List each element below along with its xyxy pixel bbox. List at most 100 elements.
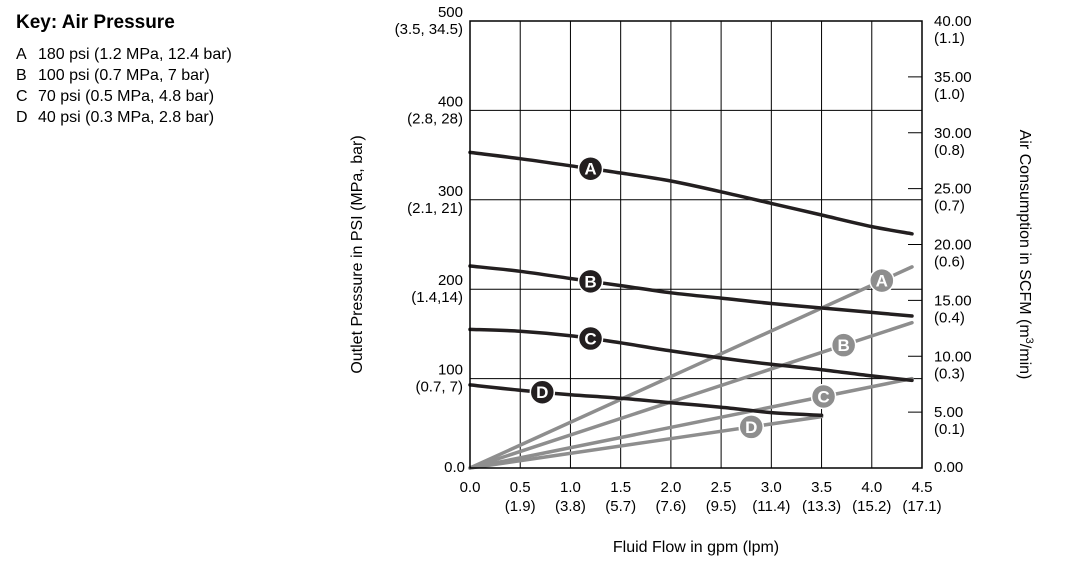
x-tick-sublabel: (11.4) (752, 498, 790, 515)
y-right-tick-label: 0.00 (934, 459, 963, 476)
y-left-tick-label: 200 (438, 272, 463, 289)
y-right-tick-label: 15.00 (934, 292, 972, 309)
y-left-tick-sublabel: (2.8, 28) (407, 110, 463, 127)
air-consumption-label-d: D (738, 414, 764, 440)
x-tick-label: 4.5 (912, 479, 933, 496)
y-axis-right-label-main: Air Consumption in SCFM (m (1016, 130, 1033, 338)
key-item-d: D 40 psi (0.3 MPa, 2.8 bar) (16, 107, 232, 128)
x-tick-label: 3.5 (811, 479, 832, 496)
x-tick-sublabel: (3.8) (555, 498, 586, 515)
y-axis-right-label-end: /min) (1016, 344, 1033, 380)
key-item-b: B 100 psi (0.7 MPa, 7 bar) (16, 65, 232, 86)
key-letter: B (16, 67, 27, 84)
pressure-line-a (468, 150, 914, 236)
curve-label-circle (577, 155, 604, 182)
y-right-tick-label: 40.00 (934, 13, 972, 30)
y-right-tick-label: 5.00 (934, 404, 963, 421)
pressure-label-d: D (529, 379, 556, 405)
curve-label-circle (577, 268, 604, 295)
x-tick-label: 0.0 (460, 479, 481, 496)
x-tick-label: 0.5 (510, 479, 531, 496)
y-right-tick-sublabel: (0.8) (934, 142, 965, 159)
pressure-line-b (468, 264, 914, 318)
x-tick-label: 1.5 (610, 479, 631, 496)
key-title: Key: Air Pressure (16, 12, 175, 33)
x-axis-label: Fluid Flow in gpm (lpm) (613, 539, 779, 556)
x-tick-sublabel: (7.6) (655, 498, 686, 515)
y-right-tick-sublabel: (0.6) (934, 254, 965, 271)
curve-label-letter: B (838, 336, 850, 355)
x-tick-sublabel: (5.7) (605, 498, 636, 515)
x-tick-label: 2.0 (660, 479, 681, 496)
air-consumption-line-a (468, 265, 914, 470)
y-right-tick-label: 10.00 (934, 348, 972, 365)
curve-label-letter: D (536, 383, 548, 402)
x-tick-sublabel: (1.9) (505, 498, 536, 515)
air-consumption-label-b: B (830, 332, 857, 358)
curve-label-letter: A (584, 160, 596, 179)
pressure-line-c (468, 327, 914, 383)
y-left-tick-label: 400 (438, 93, 463, 110)
curve-label-circle (577, 325, 604, 352)
curve-label-circle (738, 414, 764, 440)
curve-label-circle (869, 267, 895, 294)
key-text: 180 psi (1.2 MPa, 12.4 bar) (38, 46, 232, 63)
air-consumption-line-d (468, 414, 824, 470)
x-tick-sublabel: (9.5) (706, 498, 737, 515)
y-left-tick-label: 500 (438, 4, 463, 21)
key-text: 100 psi (0.7 MPa, 7 bar) (38, 67, 210, 84)
curve-label-letter: D (745, 418, 757, 437)
axis-ticks: 0.0 0.5 (1.9) 1.0 (3.8) 1.5 (5.7) 2.0 (7.6) 2.5 (9… (395, 4, 972, 515)
x-tick-label: 3.0 (761, 479, 782, 496)
key-item-a: A 180 psi (1.2 MPa, 12.4 bar) (16, 44, 232, 65)
key-text: 70 psi (0.5 MPa, 4.8 bar) (38, 88, 215, 105)
y-right-tick-sublabel: (0.7) (934, 198, 965, 215)
key-item-c: C 70 psi (0.5 MPa, 4.8 bar) (16, 86, 232, 107)
air-consumption-label-c: C (810, 383, 837, 410)
curve-label-letter: C (584, 330, 596, 349)
y-right-tick-sublabel: (1.1) (934, 30, 965, 47)
air-consumption-line-c (468, 376, 914, 470)
y-right-tick-sublabel: (1.0) (934, 86, 965, 103)
air-consumption-label-a: A (869, 267, 895, 294)
y-right-tick-label: 20.00 (934, 237, 972, 254)
y-left-tick-sublabel: (2.1, 21) (407, 200, 463, 217)
x-tick-sublabel: (13.3) (802, 498, 841, 515)
x-tick-label: 1.0 (560, 479, 581, 496)
x-tick-sublabel: (17.1) (902, 498, 941, 515)
y-left-tick-sublabel: (0.7, 7) (415, 379, 463, 396)
y-right-tick-sublabel: (0.4) (934, 309, 965, 326)
curve-labels: A B C D A B C D (529, 155, 895, 440)
curve-label-letter: C (817, 387, 829, 406)
y-right-tick-label: 35.00 (934, 69, 972, 86)
y-left-tick-sublabel: (3.5, 34.5) (395, 21, 463, 38)
pressure-label-c: C (577, 325, 604, 352)
y-left-tick-label: 0.0 (444, 459, 465, 476)
pressure-label-a: A (577, 155, 604, 182)
x-tick-label: 4.0 (861, 479, 882, 496)
key-letter: C (16, 88, 28, 105)
y-right-tick-sublabel: (0.3) (934, 365, 965, 382)
air-pressure-key: Key: Air Pressure A 180 psi (1.2 MPa, 12.… (16, 12, 232, 128)
y-axis-right-label: Air Consumption in SCFM (m3/min) (1016, 130, 1035, 380)
outlet-pressure-curves (468, 150, 914, 418)
curve-label-circle (529, 379, 556, 405)
y-left-tick-label: 100 (438, 362, 463, 379)
y-axis-left-label: Outlet Pressure in PSI (MPa, bar) (349, 135, 366, 373)
x-tick-label: 2.5 (711, 479, 732, 496)
key-text: 40 psi (0.3 MPa, 2.8 bar) (38, 109, 215, 126)
air-consumption-curves (468, 265, 914, 470)
y-right-tick-label: 30.00 (934, 125, 972, 142)
y-left-tick-label: 300 (438, 183, 463, 200)
y-right-tick-sublabel: (0.1) (934, 421, 965, 438)
y-left-tick-sublabel: (1.4,14) (411, 289, 463, 306)
y-right-tick-label: 25.00 (934, 181, 972, 198)
key-letter: A (16, 46, 27, 63)
curve-label-circle (830, 332, 857, 358)
curve-label-letter: B (584, 272, 596, 291)
y-axis-right-label-superscript: 3 (1023, 338, 1035, 344)
curve-label-circle (810, 383, 837, 410)
x-tick-sublabel: (15.2) (852, 498, 891, 515)
key-letter: D (16, 109, 28, 126)
